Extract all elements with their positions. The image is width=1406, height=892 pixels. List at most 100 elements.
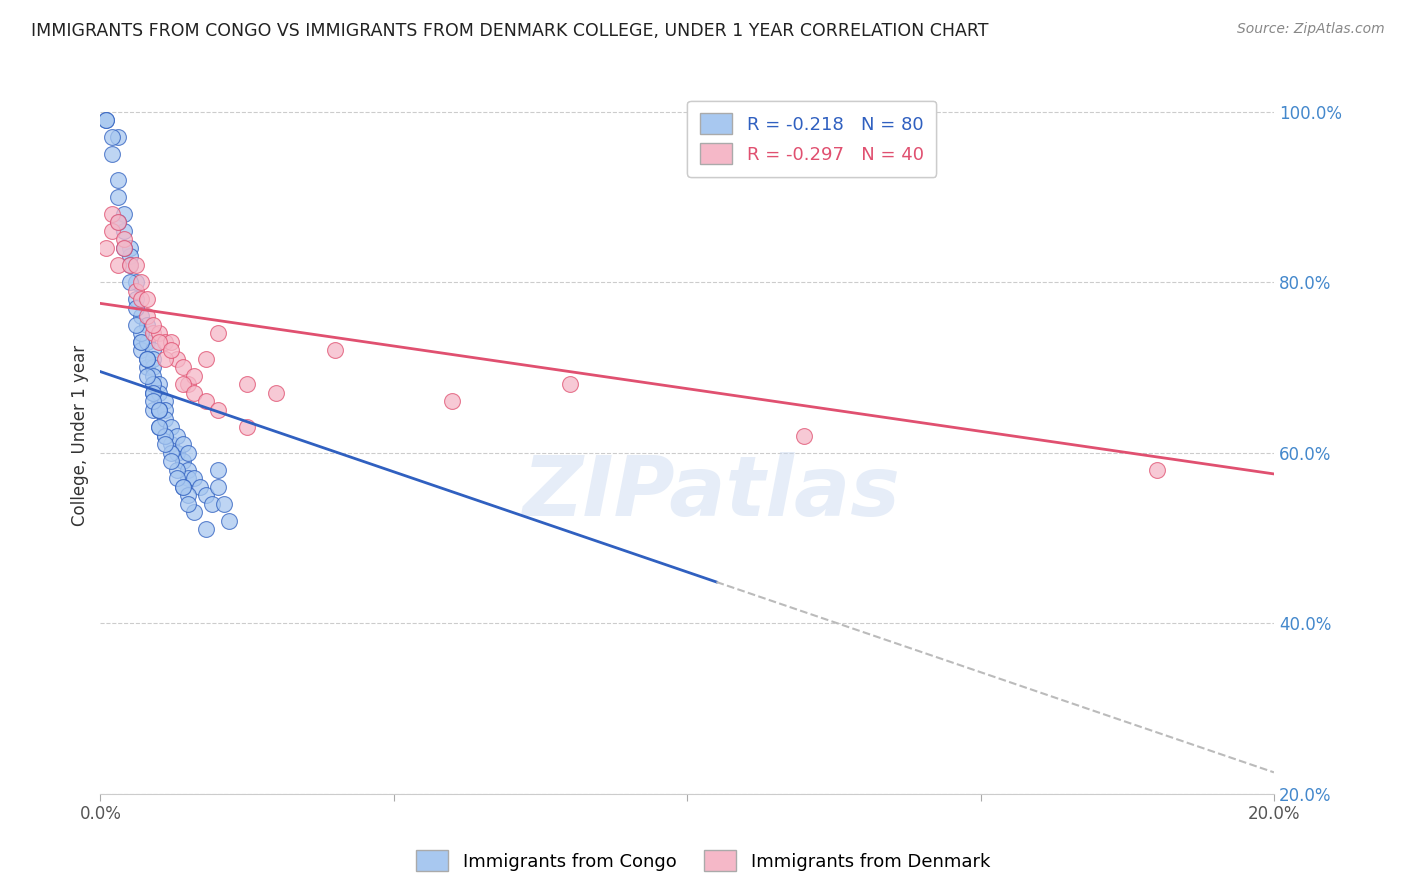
Point [142, 360, 165, 375]
Point [148, 403, 170, 417]
Point [172, 377, 194, 392]
Point [236, 377, 259, 392]
Point [183, 505, 205, 519]
Point [131, 343, 153, 358]
Point [159, 343, 181, 358]
Point [172, 480, 194, 494]
Point [101, 130, 124, 145]
Point [159, 454, 181, 468]
Point [183, 385, 205, 400]
Point [148, 403, 170, 417]
Point [207, 403, 229, 417]
Point [131, 275, 153, 289]
Point [148, 326, 170, 341]
Point [793, 428, 815, 442]
Point [148, 377, 170, 392]
Point [166, 471, 188, 485]
Point [153, 394, 176, 409]
Text: IMMIGRANTS FROM CONGO VS IMMIGRANTS FROM DENMARK COLLEGE, UNDER 1 YEAR CORRELATI: IMMIGRANTS FROM CONGO VS IMMIGRANTS FROM… [31, 22, 988, 40]
Point [107, 190, 129, 204]
Point [136, 351, 159, 366]
Point [153, 351, 176, 366]
Point [96, 113, 118, 128]
Point [118, 258, 141, 272]
Point [159, 437, 181, 451]
Point [172, 437, 194, 451]
Point [177, 471, 200, 485]
Point [159, 420, 181, 434]
Point [177, 445, 200, 459]
Point [153, 411, 176, 425]
Point [124, 258, 146, 272]
Point [148, 420, 170, 434]
Point [96, 113, 118, 128]
Point [153, 403, 176, 417]
Point [136, 368, 159, 383]
Point [136, 351, 159, 366]
Point [207, 480, 229, 494]
Y-axis label: College, Under 1 year: College, Under 1 year [72, 345, 89, 526]
Point [183, 368, 205, 383]
Point [177, 377, 200, 392]
Point [124, 284, 146, 298]
Point [136, 360, 159, 375]
Point [153, 428, 176, 442]
Point [131, 334, 153, 349]
Point [558, 377, 581, 392]
Point [177, 463, 200, 477]
Point [142, 368, 165, 383]
Point [118, 275, 141, 289]
Point [142, 377, 165, 392]
Point [212, 497, 235, 511]
Point [112, 241, 135, 255]
Point [112, 224, 135, 238]
Text: ZIPatlas: ZIPatlas [522, 452, 900, 533]
Point [142, 343, 165, 358]
Point [101, 147, 124, 161]
Point [107, 258, 129, 272]
Point [142, 385, 165, 400]
Point [1146, 463, 1168, 477]
Point [236, 420, 259, 434]
Point [148, 420, 170, 434]
Point [131, 334, 153, 349]
Point [166, 428, 188, 442]
Point [207, 326, 229, 341]
Legend: R = -0.218   N = 80, R = -0.297   N = 40: R = -0.218 N = 80, R = -0.297 N = 40 [688, 101, 936, 177]
Point [153, 428, 176, 442]
Point [101, 224, 124, 238]
Point [323, 343, 346, 358]
Point [441, 394, 464, 409]
Point [118, 258, 141, 272]
Point [107, 130, 129, 145]
Point [136, 309, 159, 323]
Point [101, 207, 124, 221]
Point [107, 215, 129, 229]
Point [142, 403, 165, 417]
Point [194, 488, 217, 502]
Point [172, 480, 194, 494]
Text: Source: ZipAtlas.com: Source: ZipAtlas.com [1237, 22, 1385, 37]
Point [201, 497, 224, 511]
Point [136, 292, 159, 306]
Point [194, 351, 217, 366]
Point [124, 275, 146, 289]
Point [148, 385, 170, 400]
Point [207, 463, 229, 477]
Point [131, 292, 153, 306]
Point [107, 173, 129, 187]
Point [166, 351, 188, 366]
Point [142, 326, 165, 341]
Point [153, 334, 176, 349]
Point [124, 318, 146, 332]
Point [218, 514, 240, 528]
Point [166, 445, 188, 459]
Point [194, 522, 217, 536]
Point [118, 241, 141, 255]
Point [172, 454, 194, 468]
Point [188, 480, 211, 494]
Point [124, 301, 146, 315]
Point [131, 309, 153, 323]
Point [153, 437, 176, 451]
Point [124, 292, 146, 306]
